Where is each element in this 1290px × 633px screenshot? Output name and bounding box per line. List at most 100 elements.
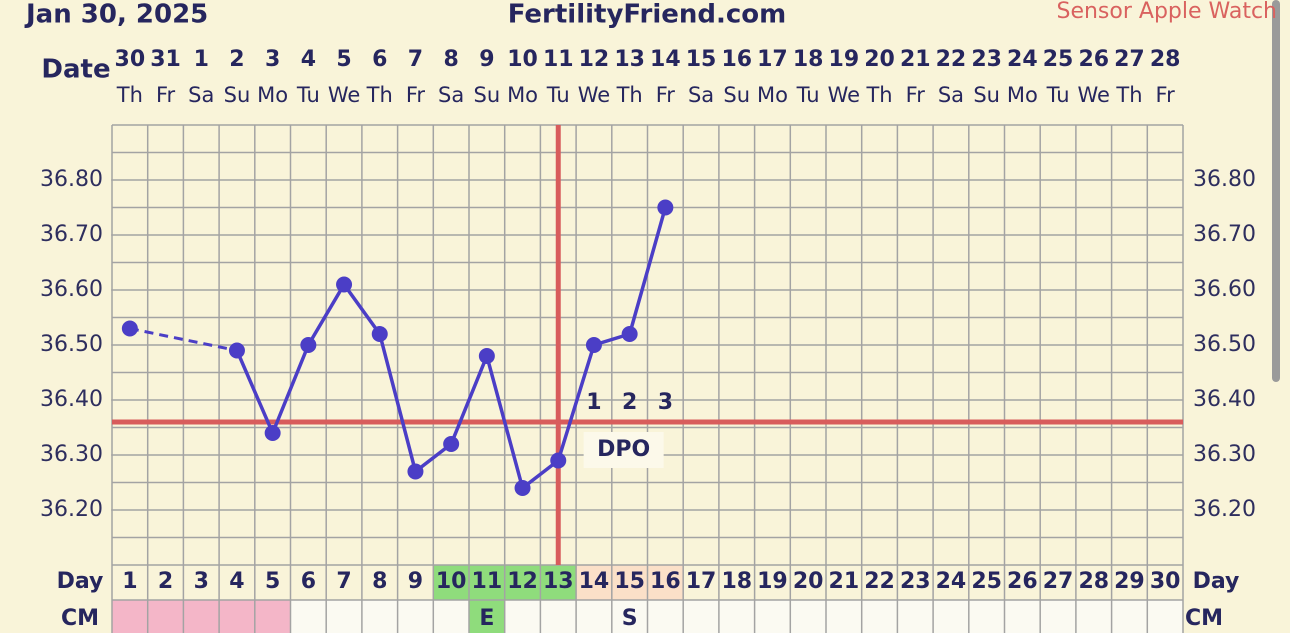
date-label: 13 bbox=[614, 47, 645, 72]
weekday-label: Sa bbox=[188, 83, 214, 107]
day-cell bbox=[826, 565, 862, 600]
weekday-label: Tu bbox=[296, 83, 320, 107]
weekday-label: We bbox=[328, 83, 360, 107]
y-tick-label: 36.40 bbox=[40, 387, 103, 412]
temperature-point bbox=[336, 276, 353, 293]
y-tick-label: 36.40 bbox=[1193, 387, 1256, 412]
weekday-label: We bbox=[578, 83, 610, 107]
x-tick-label: 1 bbox=[122, 569, 137, 594]
x-tick-label: 29 bbox=[1114, 569, 1145, 594]
weekday-label: Tu bbox=[1046, 83, 1070, 107]
day-cell bbox=[754, 565, 791, 600]
day-cell bbox=[290, 565, 327, 600]
cm-cell bbox=[1111, 600, 1148, 633]
x-tick-label: 8 bbox=[372, 569, 387, 594]
day-cell bbox=[1040, 565, 1076, 600]
day-cell bbox=[112, 565, 148, 600]
temperature-point bbox=[371, 326, 388, 342]
x-tick-label: 12 bbox=[507, 569, 538, 594]
date-label: 6 bbox=[372, 47, 387, 72]
y-tick-label: 36.30 bbox=[1193, 442, 1256, 467]
date-label: 22 bbox=[936, 47, 967, 72]
date-label: 19 bbox=[829, 47, 860, 72]
cm-cell bbox=[504, 600, 541, 633]
x-tick-label: 17 bbox=[686, 569, 717, 594]
gap-connector bbox=[129, 327, 238, 352]
day-cell bbox=[790, 565, 826, 600]
weekday-label: Mo bbox=[1007, 83, 1038, 107]
day-cell bbox=[540, 565, 577, 600]
cm-cell bbox=[254, 600, 291, 633]
temperature-point bbox=[300, 337, 317, 353]
weekday-label: Su bbox=[973, 83, 1000, 107]
day-cell bbox=[1075, 565, 1112, 600]
date-label: 1 bbox=[194, 47, 209, 72]
date-label: 25 bbox=[1043, 47, 1074, 72]
x-tick-label: 16 bbox=[650, 569, 681, 594]
x-tick-label: 22 bbox=[864, 569, 895, 594]
x-tick-label: 21 bbox=[829, 569, 860, 594]
dpo-number: 2 bbox=[622, 390, 637, 415]
cm-cell bbox=[1004, 600, 1041, 633]
date-label: 26 bbox=[1078, 47, 1109, 72]
weekday-label: We bbox=[1078, 83, 1110, 107]
weekday-label: Fr bbox=[906, 83, 926, 107]
cm-cell bbox=[112, 600, 148, 633]
y-tick-label: 36.30 bbox=[40, 442, 103, 467]
weekday-label: Th bbox=[1115, 83, 1142, 107]
y-tick-label: 36.20 bbox=[40, 497, 103, 522]
weekday-label: Mo bbox=[257, 83, 288, 107]
cm-cell bbox=[397, 600, 434, 633]
day-cell bbox=[183, 565, 220, 600]
weekday-label: Th bbox=[616, 83, 643, 107]
weekday-label: We bbox=[828, 83, 860, 107]
cm-cell bbox=[826, 600, 862, 633]
temperature-point bbox=[478, 348, 495, 364]
day-cell bbox=[897, 565, 934, 600]
y-tick-label: 36.80 bbox=[1193, 167, 1256, 192]
scrollbar bbox=[1272, 0, 1280, 382]
date-label: 8 bbox=[443, 47, 458, 72]
cm-cell bbox=[576, 600, 612, 633]
x-tick-label: 10 bbox=[436, 569, 467, 594]
cm-cell bbox=[433, 600, 469, 633]
x-tick-label: 24 bbox=[936, 569, 967, 594]
cm-row-label: CM bbox=[61, 606, 99, 631]
weekday-label: Tu bbox=[546, 83, 570, 107]
cm-cell bbox=[718, 600, 755, 633]
day-cell bbox=[326, 565, 362, 600]
cm-cell bbox=[361, 600, 398, 633]
x-tick-label: 18 bbox=[721, 569, 752, 594]
weekday-label: Fr bbox=[406, 83, 426, 107]
day-cell bbox=[147, 565, 184, 600]
cm-cell bbox=[540, 600, 577, 633]
chart-date: Jan 30, 2025 bbox=[24, 0, 208, 30]
day-cell bbox=[683, 565, 719, 600]
cm-cell bbox=[754, 600, 791, 633]
day-cell bbox=[718, 565, 755, 600]
day-cell bbox=[576, 565, 612, 600]
x-tick-label: 27 bbox=[1043, 569, 1074, 594]
cm-cell bbox=[861, 600, 898, 633]
date-label: 10 bbox=[507, 47, 538, 72]
date-label: 28 bbox=[1150, 47, 1181, 72]
y-tick-label: 36.80 bbox=[40, 167, 103, 192]
temperature-point bbox=[121, 320, 138, 337]
dpo-box bbox=[583, 432, 664, 468]
cm-row-label: CM bbox=[1185, 606, 1223, 631]
temperature-point bbox=[585, 337, 602, 353]
cm-cell bbox=[147, 600, 184, 633]
weekday-label: Sa bbox=[938, 83, 964, 107]
x-tick-label: 5 bbox=[265, 569, 280, 594]
weekday-label: Sa bbox=[688, 83, 714, 107]
cm-cell bbox=[326, 600, 362, 633]
weekday-label: Fr bbox=[1156, 83, 1176, 107]
x-tick-label: 6 bbox=[301, 569, 316, 594]
x-tick-label: 14 bbox=[579, 569, 610, 594]
date-label: 12 bbox=[579, 47, 610, 72]
x-tick-label: 26 bbox=[1007, 569, 1038, 594]
date-row-label: Date bbox=[41, 55, 110, 85]
cm-cell bbox=[219, 600, 255, 633]
weekday-label: Mo bbox=[757, 83, 788, 107]
